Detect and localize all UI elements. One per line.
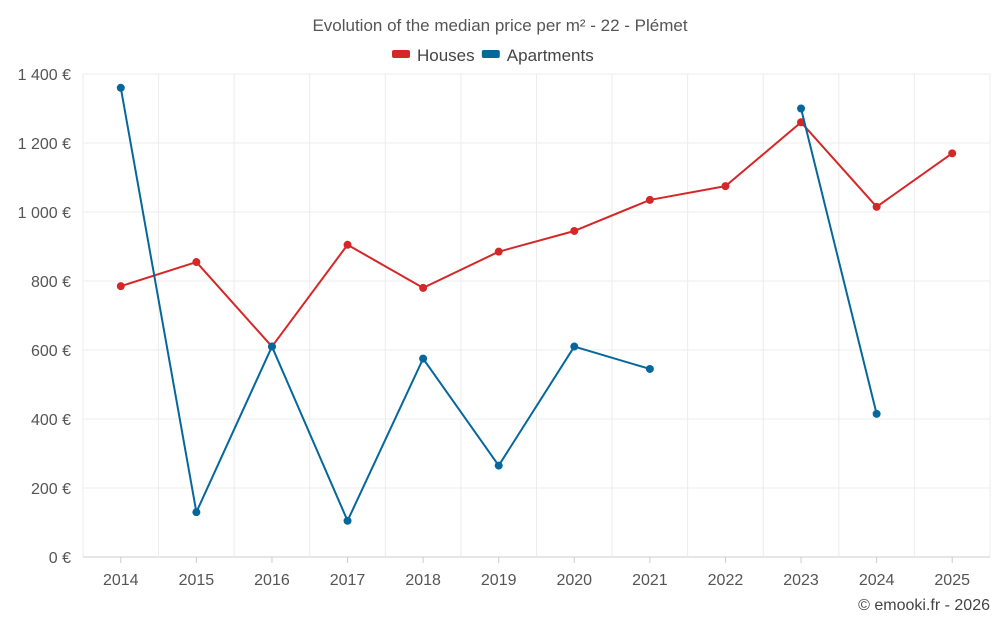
x-tick-label: 2025 <box>934 572 970 589</box>
legend-item-houses[interactable]: Houses <box>392 46 475 65</box>
data-point[interactable] <box>570 342 579 351</box>
x-tick-label: 2018 <box>405 572 441 589</box>
x-tick-label: 2024 <box>859 572 895 589</box>
data-point[interactable] <box>494 461 503 470</box>
data-point[interactable] <box>116 83 125 92</box>
x-tick-label: 2015 <box>179 572 215 589</box>
chart-title: Evolution of the median price per m² - 2… <box>312 16 687 35</box>
data-point[interactable] <box>645 364 654 373</box>
x-tick-label: 2021 <box>632 572 668 589</box>
legend-label: Apartments <box>507 46 594 65</box>
series-layer <box>116 83 957 525</box>
legend-swatch <box>392 50 410 58</box>
data-point[interactable] <box>645 195 654 204</box>
y-tick-label: 600 € <box>31 343 71 360</box>
y-tick-label: 1 200 € <box>18 136 71 153</box>
data-point[interactable] <box>343 240 352 249</box>
data-point[interactable] <box>343 516 352 525</box>
data-point[interactable] <box>192 258 201 267</box>
legend[interactable]: Houses Apartments <box>392 46 594 65</box>
x-axis: 2014 2015 2016 2017 2018 2019 2020 2021 2022 2023… <box>103 557 970 589</box>
y-tick-label: 400 € <box>31 412 71 429</box>
y-tick-label: 200 € <box>31 481 71 498</box>
legend-item-apartments[interactable]: Apartments <box>481 46 594 65</box>
series-line <box>119 86 651 522</box>
footer-credit: © emooki.fr - 2026 <box>858 597 990 614</box>
data-point[interactable] <box>267 342 276 351</box>
x-tick-label: 2022 <box>708 572 744 589</box>
x-tick-label: 2019 <box>481 572 517 589</box>
legend-swatch <box>481 50 500 58</box>
data-point[interactable] <box>570 226 579 235</box>
x-tick-label: 2016 <box>254 572 290 589</box>
data-point[interactable] <box>116 282 125 291</box>
data-point[interactable] <box>872 409 881 418</box>
series-line <box>119 121 954 348</box>
data-point[interactable] <box>721 182 730 191</box>
series-line <box>800 107 878 415</box>
y-axis: 0 € 200 € 400 € 600 € 800 € 1 000 € 1 200 € 1 4… <box>18 67 71 567</box>
y-tick-label: 0 € <box>49 550 71 567</box>
x-tick-label: 2017 <box>330 572 366 589</box>
grid <box>82 73 991 558</box>
data-point[interactable] <box>419 283 428 292</box>
y-tick-label: 1 400 € <box>18 67 71 84</box>
data-point[interactable] <box>419 354 428 363</box>
x-tick-label: 2014 <box>103 572 139 589</box>
y-tick-label: 800 € <box>31 274 71 291</box>
data-point[interactable] <box>948 149 957 158</box>
x-tick-label: 2020 <box>556 572 592 589</box>
y-tick-label: 1 000 € <box>18 205 71 222</box>
data-point[interactable] <box>797 104 806 113</box>
data-point[interactable] <box>872 202 881 211</box>
data-point[interactable] <box>494 247 503 256</box>
data-point[interactable] <box>192 508 201 517</box>
legend-label: Houses <box>417 46 475 65</box>
x-tick-label: 2023 <box>783 572 819 589</box>
series-apartments <box>116 83 881 525</box>
